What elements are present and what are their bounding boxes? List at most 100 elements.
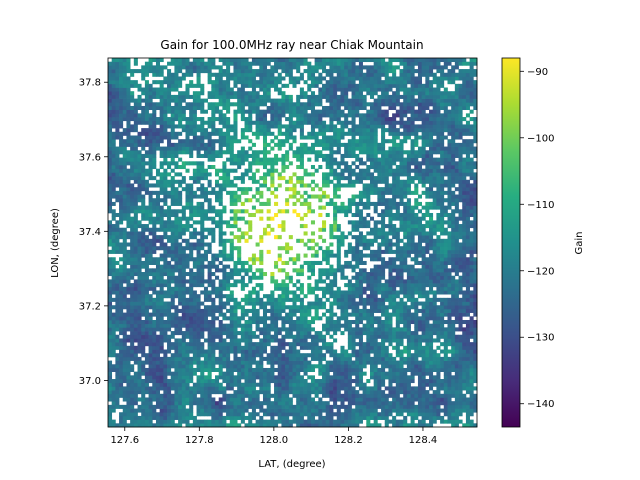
heatmap-cell xyxy=(159,212,164,218)
heatmap-cell xyxy=(137,246,142,251)
heatmap-cell xyxy=(174,246,179,251)
heatmap-cell xyxy=(141,279,146,284)
heatmap-cell xyxy=(417,401,422,406)
heatmap-cell xyxy=(259,415,264,420)
heatmap-cell xyxy=(288,353,293,358)
heatmap-cell xyxy=(454,401,459,406)
heatmap-cell xyxy=(259,379,264,384)
heatmap-cell xyxy=(336,305,341,310)
heatmap-cell xyxy=(310,367,315,372)
heatmap-cell xyxy=(130,338,135,343)
heatmap-cell xyxy=(108,249,113,254)
heatmap-cell xyxy=(399,364,404,369)
heatmap-cell xyxy=(144,404,149,409)
heatmap-cell xyxy=(152,268,157,273)
heatmap-cell xyxy=(274,390,279,395)
heatmap-cell xyxy=(141,212,146,218)
heatmap-cell xyxy=(381,342,386,347)
heatmap-cell xyxy=(465,249,470,254)
heatmap-cell xyxy=(281,423,286,428)
heatmap-cell xyxy=(148,319,153,325)
heatmap-cell xyxy=(436,238,441,243)
heatmap-cell xyxy=(222,397,227,402)
heatmap-cell xyxy=(473,360,478,365)
heatmap-cell xyxy=(443,386,448,391)
heatmap-cell xyxy=(373,382,378,387)
heatmap-cell xyxy=(369,408,375,413)
heatmap-cell xyxy=(314,401,319,406)
heatmap-cell xyxy=(421,356,426,361)
heatmap-cell xyxy=(440,220,445,225)
heatmap-cell xyxy=(218,294,223,299)
heatmap-cell xyxy=(196,253,201,258)
heatmap-cell xyxy=(351,268,356,273)
heatmap-cell xyxy=(211,353,216,358)
heatmap-cell xyxy=(421,205,426,210)
heatmap-cell xyxy=(429,253,434,258)
heatmap-cell xyxy=(362,349,367,354)
heatmap-cell xyxy=(469,342,474,347)
heatmap-cell xyxy=(373,275,378,280)
heatmap-cell xyxy=(462,194,467,199)
heatmap-cell xyxy=(329,353,334,358)
heatmap-cell xyxy=(115,190,120,195)
heatmap-cell xyxy=(141,260,146,265)
heatmap-cell xyxy=(233,342,238,347)
heatmap-cell xyxy=(403,367,408,372)
heatmap-cell xyxy=(108,290,113,295)
heatmap-cell xyxy=(443,360,448,365)
heatmap-cell xyxy=(358,319,363,325)
heatmap-cell xyxy=(454,238,459,243)
heatmap-cell xyxy=(137,331,142,336)
heatmap-cell xyxy=(259,331,264,336)
heatmap-cell xyxy=(215,198,220,203)
heatmap-cell xyxy=(122,338,127,343)
heatmap-cell xyxy=(443,308,448,313)
heatmap-cell xyxy=(185,415,190,420)
heatmap-cell xyxy=(167,379,172,384)
heatmap-cell xyxy=(373,419,378,424)
heatmap-cell xyxy=(369,238,375,243)
heatmap-cell xyxy=(270,308,275,313)
heatmap-cell xyxy=(336,360,341,365)
heatmap-cell xyxy=(377,334,382,339)
heatmap-cell xyxy=(270,275,275,280)
heatmap-cell xyxy=(167,301,172,306)
heatmap-cell xyxy=(141,401,146,406)
heatmap-cell xyxy=(303,397,308,402)
heatmap-cell xyxy=(155,334,161,339)
heatmap-cell xyxy=(266,331,271,336)
heatmap-cell xyxy=(277,382,282,387)
heatmap-cell xyxy=(259,356,264,361)
heatmap-cell xyxy=(447,308,452,313)
heatmap-cell xyxy=(277,305,282,310)
heatmap-cell xyxy=(274,419,279,424)
heatmap-cell xyxy=(207,323,212,328)
heatmap-cell xyxy=(215,367,220,372)
heatmap-cell xyxy=(152,297,157,302)
heatmap-cell xyxy=(410,401,415,406)
heatmap-cell xyxy=(248,401,253,406)
heatmap-cell xyxy=(429,260,434,265)
heatmap-cell xyxy=(237,423,242,428)
heatmap-cell xyxy=(369,249,375,254)
heatmap-cell xyxy=(163,242,168,247)
heatmap-cell xyxy=(126,194,131,199)
heatmap-cell xyxy=(307,308,312,313)
heatmap-cell xyxy=(369,393,375,398)
heatmap-cell xyxy=(226,353,231,358)
heatmap-cell xyxy=(196,412,201,417)
heatmap-cell xyxy=(310,408,315,413)
heatmap-cell xyxy=(285,331,290,336)
heatmap-cell xyxy=(384,231,389,236)
heatmap-cell xyxy=(281,412,286,417)
heatmap-cell xyxy=(414,412,419,417)
heatmap-cell xyxy=(281,334,286,339)
heatmap-cell xyxy=(347,301,352,306)
heatmap-cell xyxy=(362,412,367,417)
heatmap-cell xyxy=(322,272,327,277)
heatmap-cell xyxy=(244,342,249,347)
heatmap-cell xyxy=(355,238,360,243)
heatmap-cell xyxy=(255,257,260,262)
heatmap-cell xyxy=(141,342,146,347)
